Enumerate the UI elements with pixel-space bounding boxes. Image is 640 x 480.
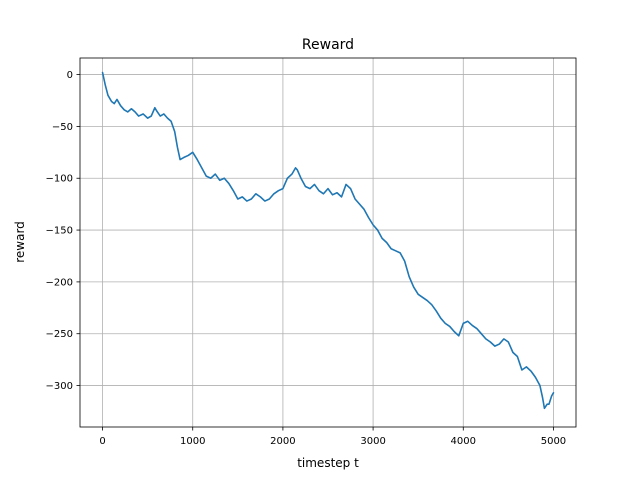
x-tick-label: 2000 (270, 436, 295, 447)
grid-lines (80, 58, 576, 427)
x-tick-label: 0 (99, 436, 105, 447)
y-tick-label: −200 (46, 277, 73, 288)
chart-title: Reward (302, 37, 354, 53)
plot-frame (79, 57, 577, 428)
x-axis-label: timestep t (297, 456, 359, 470)
x-axis-ticks: 0 1000 2000 3000 4000 5000 (99, 427, 566, 447)
y-tick-label: −100 (46, 174, 73, 185)
x-tick-label: 1000 (180, 436, 205, 447)
y-tick-label: −150 (46, 226, 73, 237)
x-tick-label: 5000 (541, 436, 566, 447)
y-tick-label: −250 (46, 329, 73, 340)
plot-lines (101, 71, 555, 410)
y-tick-label: 0 (67, 70, 73, 81)
y-tick-label: −300 (46, 381, 73, 392)
x-tick-label: 4000 (451, 436, 476, 447)
reward-series-line (101, 71, 555, 410)
x-tick-label: 3000 (360, 436, 385, 447)
y-tick-label: −50 (52, 122, 73, 133)
y-axis-label: reward (13, 221, 27, 263)
y-axis-ticks: 0 −50 −100 −150 −200 −250 −300 (46, 70, 80, 392)
